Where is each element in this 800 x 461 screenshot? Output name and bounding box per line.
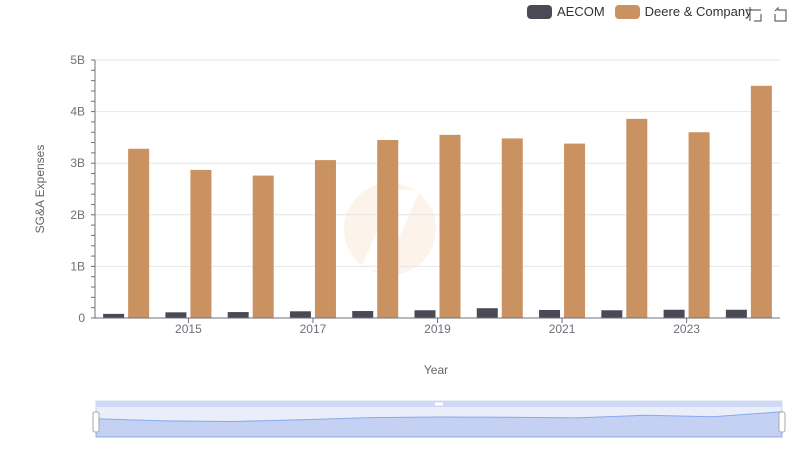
bar-aecom-2020[interactable] <box>476 308 498 318</box>
x-tick-label: 2021 <box>549 322 576 336</box>
y-tick-label: 3B <box>70 156 85 170</box>
y-tick-label: 2B <box>70 208 85 222</box>
bar-deere-2021[interactable] <box>564 143 586 318</box>
bar-deere-2024[interactable] <box>750 85 772 318</box>
data-zoom-handle-right[interactable] <box>778 411 786 433</box>
legend-item-aecom[interactable]: AECOM <box>527 4 605 19</box>
bar-aecom-2014[interactable] <box>103 313 125 318</box>
bar-aecom-2022[interactable] <box>601 310 623 318</box>
x-tick-label: 2019 <box>424 322 451 336</box>
bar-aecom-2015[interactable] <box>165 312 187 318</box>
bars <box>103 85 772 318</box>
legend-item-deere[interactable]: Deere & Company <box>614 4 752 19</box>
axes: 0 1B 2B 3B 4B 5B 2015 2017 2019 2021 2023 <box>70 53 780 336</box>
y-tick-label: 5B <box>70 53 85 67</box>
legend-swatch-deere <box>614 4 640 19</box>
y-axis-title: SG&A Expenses <box>33 145 47 234</box>
y-tick-label: 4B <box>70 105 85 119</box>
data-zoom-slider[interactable] <box>92 400 786 438</box>
data-zoom-preview <box>95 411 783 438</box>
bar-aecom-2023[interactable] <box>663 309 685 318</box>
bar-deere-2016[interactable] <box>252 175 274 318</box>
y-tick-label: 1B <box>70 259 85 273</box>
bar-deere-2017[interactable] <box>314 160 336 318</box>
bar-deere-2020[interactable] <box>501 138 523 318</box>
legend-label-aecom: AECOM <box>557 4 605 19</box>
zoom-icon[interactable] <box>746 6 762 22</box>
bar-aecom-2018[interactable] <box>352 311 374 318</box>
restore-icon[interactable] <box>772 6 788 22</box>
toolbox <box>746 6 788 22</box>
bar-deere-2014[interactable] <box>128 148 150 318</box>
bar-deere-2015[interactable] <box>190 169 212 318</box>
bar-aecom-2021[interactable] <box>539 310 561 318</box>
data-zoom-handle-left[interactable] <box>92 411 100 433</box>
bar-deere-2023[interactable] <box>688 132 710 318</box>
bar-aecom-2017[interactable] <box>289 311 311 318</box>
legend-label-deere: Deere & Company <box>644 4 752 19</box>
bar-deere-2018[interactable] <box>377 139 399 318</box>
x-tick-label: 2015 <box>175 322 202 336</box>
x-axis-title: Year <box>424 363 448 377</box>
bar-deere-2019[interactable] <box>439 134 461 318</box>
legend: AECOM Deere & Company <box>527 4 762 19</box>
bar-aecom-2016[interactable] <box>227 312 249 318</box>
bar-aecom-2024[interactable] <box>725 309 747 318</box>
data-zoom-grip[interactable] <box>435 402 443 406</box>
x-tick-label: 2023 <box>673 322 700 336</box>
legend-swatch-aecom <box>527 4 552 19</box>
y-tick-label: 0 <box>78 311 85 325</box>
bar-aecom-2019[interactable] <box>414 310 436 318</box>
bar-deere-2022[interactable] <box>626 118 648 318</box>
x-tick-label: 2017 <box>300 322 327 336</box>
